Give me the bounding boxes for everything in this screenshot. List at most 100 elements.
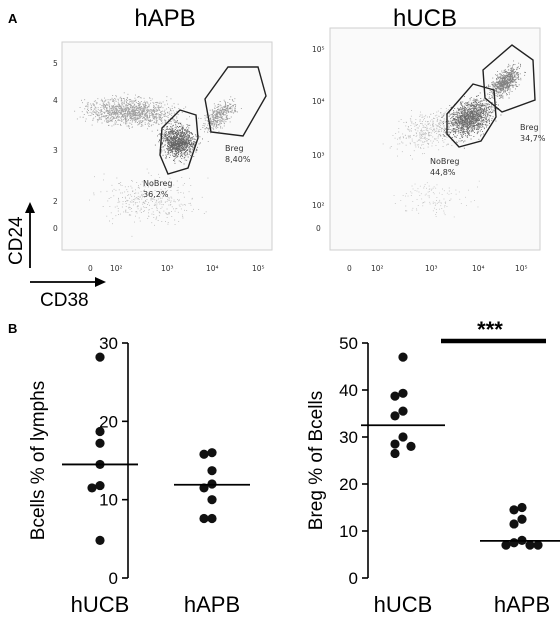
y-tick-right: 10² [312, 201, 325, 210]
y-tick-label: 0 [109, 569, 118, 588]
data-point [398, 352, 408, 362]
data-point [398, 388, 408, 398]
data-point [390, 391, 400, 401]
x-tick-right: 10³ [425, 264, 438, 273]
axis-arrows: CD24 CD38 [6, 202, 106, 311]
x-category-label: hUCB [374, 592, 433, 617]
event-cloud [154, 118, 203, 165]
data-point [517, 514, 527, 524]
event-cloud [89, 168, 209, 237]
cd38-arrow-head [95, 277, 106, 287]
x-tick-right: 0 [347, 264, 352, 273]
data-point [207, 448, 217, 458]
data-point [533, 540, 543, 550]
gate-breg-right-name: Breg [520, 123, 539, 132]
data-point [525, 540, 535, 550]
chart-bcells: 0 10 20 30 Bcells % of lymphs hUCB hAPB [28, 334, 250, 617]
x-tick-left: 10² [110, 264, 123, 273]
event-cloud [382, 106, 470, 160]
y-tick-left: 3 [53, 146, 58, 155]
data-point [199, 449, 209, 459]
event-cloud [486, 60, 526, 100]
gate-breg-right-value: 34,7% [520, 134, 546, 143]
y-tick-right: 10⁵ [312, 45, 325, 54]
y-tick-right: 10³ [312, 151, 325, 160]
data-point [509, 519, 519, 529]
data-point [207, 495, 217, 505]
y-axis-label: Bcells % of lymphs [28, 381, 49, 540]
x-tick-right: 10⁴ [472, 264, 485, 273]
x-category-label: hUCB [71, 592, 130, 617]
y-tick-left: 0 [53, 224, 58, 233]
data-point [398, 432, 408, 442]
data-point [517, 502, 527, 513]
panel-b-letter: B [8, 321, 17, 336]
data-point [87, 483, 97, 493]
y-tick-left: 4 [53, 96, 58, 105]
cd24-label: CD24 [6, 216, 27, 265]
gate-nobreg-left [159, 109, 199, 175]
y-tick-right: 0 [316, 224, 321, 233]
data-point [95, 535, 105, 546]
flow-events-right [382, 60, 526, 218]
event-cloud [393, 180, 480, 218]
flow-plot-right-frame [329, 27, 541, 251]
data-point [95, 352, 105, 362]
flow-events-left [74, 92, 242, 237]
cd24-arrow-head [25, 202, 35, 213]
y-tick-label: 30 [99, 334, 118, 353]
gate-nobreg-right [446, 83, 497, 148]
flow-plot-right: Breg 34,7% NoBreg 44,8% 10⁵ 10⁴ 10³ 10² … [312, 27, 546, 273]
data-point [501, 540, 511, 550]
data-point [390, 448, 400, 459]
data-point [207, 466, 217, 476]
gate-nobreg-left-value: 36,2% [143, 190, 169, 199]
event-cloud [198, 96, 242, 142]
gate-breg-left [204, 66, 267, 137]
y-tick-label: 10 [99, 491, 118, 510]
event-cloud [74, 92, 190, 132]
y-axis-label: Breg % of Bcells [306, 391, 327, 530]
x-tick-left: 0 [88, 264, 93, 273]
data-point [390, 411, 400, 421]
x-category-label: hAPB [184, 592, 240, 617]
data-point [509, 505, 519, 515]
panel-a-letter: A [8, 11, 18, 26]
data-point [406, 441, 416, 451]
y-tick-left: 5 [53, 59, 58, 68]
x-tick-left: 10⁴ [206, 264, 219, 273]
x-tick-left: 10³ [161, 264, 174, 273]
x-category-label: hAPB [494, 592, 550, 617]
data-point [95, 480, 105, 491]
y-tick-left: 2 [53, 197, 58, 206]
data-point [207, 513, 217, 524]
gate-breg-right [482, 44, 536, 113]
data-point [95, 438, 105, 448]
y-tick-label: 0 [349, 569, 358, 588]
gate-nobreg-right-value: 44,8% [430, 168, 456, 177]
gate-breg-left-value: 8,40% [225, 155, 251, 164]
y-tick-label: 50 [339, 334, 358, 353]
x-tick-left: 10⁵ [252, 264, 265, 273]
data-point [390, 439, 400, 449]
data-point [398, 406, 408, 416]
y-tick-right: 10⁴ [312, 97, 325, 106]
y-tick-label: 20 [99, 412, 118, 431]
gate-breg-left-name: Breg [225, 144, 244, 153]
x-tick-right: 10² [371, 264, 384, 273]
y-tick-label: 30 [339, 428, 358, 447]
data-point [509, 538, 519, 548]
flow-plot-left-frame [61, 41, 273, 251]
y-tick-label: 40 [339, 381, 358, 400]
chart-breg: 0 10 20 30 40 50 Breg % of Bcells hUCB hAPB *** [306, 317, 560, 617]
gate-nobreg-right-name: NoBreg [430, 157, 459, 166]
flow-plot-left: Breg 8,40% NoBreg 36,2% 5 4 3 2 0 0 10² … [53, 41, 273, 273]
flow-title-left: hAPB [134, 5, 195, 32]
cd38-label: CD38 [40, 290, 89, 311]
y-tick-label: 20 [339, 475, 358, 494]
data-point [199, 513, 209, 524]
data-point [95, 426, 105, 437]
x-tick-right: 10⁵ [515, 264, 528, 273]
y-tick-label: 10 [339, 522, 358, 541]
